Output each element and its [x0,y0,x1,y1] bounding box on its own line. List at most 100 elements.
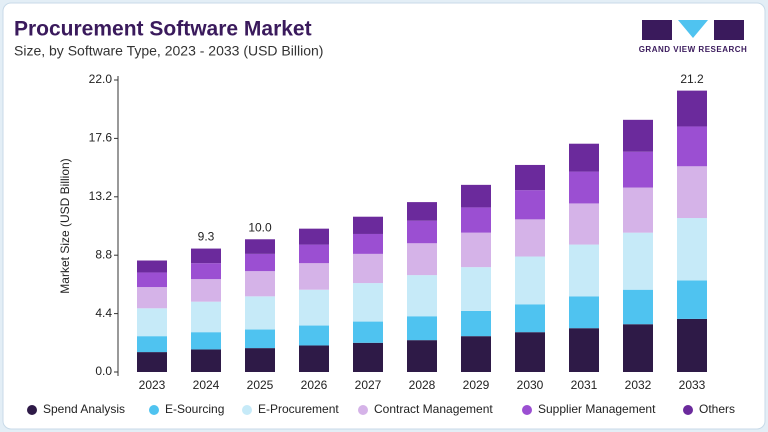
bar-segment [299,345,329,372]
legend-swatch [358,405,368,415]
bar-segment [515,256,545,305]
bar-segment [569,244,599,297]
bar-segment [407,202,437,221]
bar-segment [245,348,275,372]
bar-segment [677,280,707,319]
bar-segment [569,143,599,172]
legend-swatch [27,405,37,415]
y-axis-label: Market Size (USD Billion) [58,158,72,293]
legend-label: Supplier Management [538,402,656,416]
bar-segment [461,184,491,208]
bar-segment [191,332,221,350]
bar-segment [407,243,437,276]
y-tick-label: 22.0 [89,72,113,86]
bar-segment [623,324,653,372]
legend-label: E-Sourcing [165,402,224,416]
bar-segment [191,301,221,333]
y-tick-label: 8.8 [95,247,112,261]
legend-swatch [522,405,532,415]
bar-segment [623,151,653,188]
x-tick-label: 2033 [679,378,706,392]
logo-block [714,20,744,40]
bar-segment [299,244,329,264]
chart-subtitle: Size, by Software Type, 2023 - 2033 (USD… [14,43,323,59]
logo-block [642,20,672,40]
x-tick-label: 2025 [247,378,274,392]
bar-segment [461,267,491,311]
bar-segment [137,260,167,273]
x-tick-label: 2032 [625,378,652,392]
bar-segment [407,316,437,341]
x-tick-label: 2029 [463,378,490,392]
bar-segment [623,232,653,290]
bar-segment [515,219,545,257]
bar-segment [461,207,491,233]
bar-segment [137,308,167,337]
x-tick-label: 2027 [355,378,382,392]
bar-segment [353,342,383,372]
legend-swatch [149,405,159,415]
bar-segment [299,325,329,346]
logo: GRAND VIEW RESEARCH [639,20,748,54]
bar-segment [677,318,707,372]
legend-swatch [242,405,252,415]
bar-segment [245,239,275,254]
bar-segment [191,248,221,264]
bar-segment [407,275,437,317]
total-label: 10.0 [248,220,272,234]
x-tick-label: 2030 [517,378,544,392]
legend-swatch [683,405,693,415]
bar-segment [353,253,383,284]
bar-segment [137,287,167,309]
bar-segment [245,271,275,297]
bar-segment [137,272,167,288]
bar-segment [569,171,599,204]
bar-segment [515,304,545,333]
bar-segment [191,279,221,302]
y-tick-label: 13.2 [89,189,113,203]
total-label: 21.2 [680,72,704,86]
bar-segment [461,232,491,268]
bar-segment [245,329,275,349]
bar-segment [407,340,437,372]
bar-segment [299,289,329,326]
legend-label: E-Procurement [258,402,339,416]
bar-segment [677,166,707,219]
bar-segment [569,296,599,329]
bar-segment [515,164,545,191]
chart-title: Procurement Software Market [14,18,312,41]
bar-segment [137,336,167,353]
bar-segment [623,289,653,325]
bar-segment [515,332,545,372]
x-tick-label: 2024 [193,378,220,392]
bar-segment [677,90,707,127]
y-tick-label: 0.0 [95,364,112,378]
legend-label: Others [699,402,735,416]
bar-segment [245,253,275,272]
bar-segment [353,283,383,322]
bar-segment [515,190,545,220]
legend-label: Spend Analysis [43,402,125,416]
bar-segment [677,126,707,167]
bar-segment [677,218,707,281]
total-label: 9.3 [198,230,215,244]
bar-segment [407,220,437,244]
bar-segment [569,203,599,245]
bar-segment [137,352,167,372]
y-tick-label: 17.6 [89,131,113,145]
y-tick-label: 4.4 [95,306,112,320]
bar-segment [623,119,653,152]
logo-text: GRAND VIEW RESEARCH [639,45,748,54]
bar-segment [461,310,491,337]
logo-block [678,20,708,38]
x-tick-label: 2028 [409,378,436,392]
bar-segment [191,263,221,280]
x-tick-label: 2026 [301,378,328,392]
x-tick-label: 2023 [139,378,166,392]
x-tick-label: 2031 [571,378,598,392]
bar-segment [569,328,599,372]
bar-segment [299,228,329,245]
bar-segment [461,336,491,372]
